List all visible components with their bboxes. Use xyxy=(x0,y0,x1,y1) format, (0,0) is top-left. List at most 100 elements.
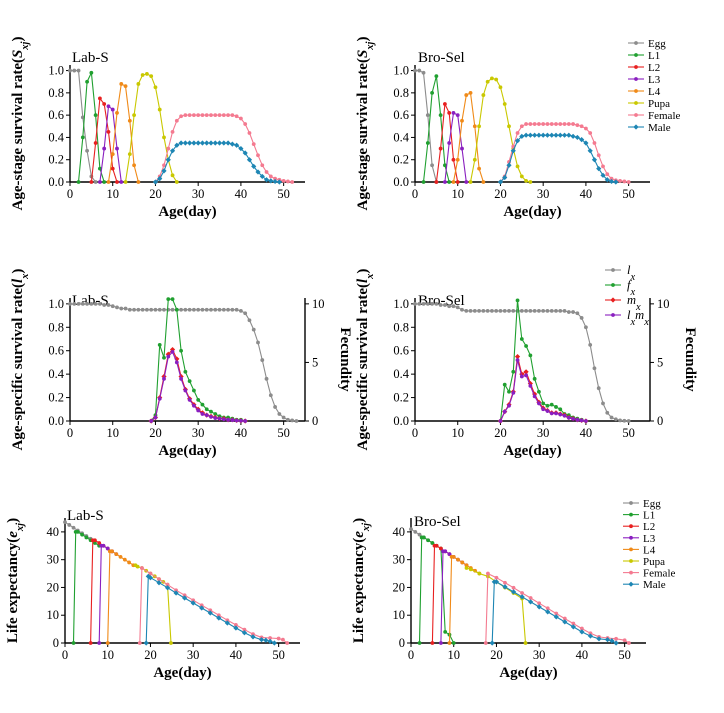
data-point xyxy=(273,176,277,181)
x-tick-label: 0 xyxy=(67,426,73,440)
data-point xyxy=(234,114,239,119)
data-point xyxy=(451,157,456,162)
data-point xyxy=(115,146,119,151)
data-point xyxy=(192,307,196,312)
data-point xyxy=(588,631,593,636)
data-point xyxy=(132,113,136,118)
y-tick-label: 1.0 xyxy=(393,297,409,311)
data-point xyxy=(157,176,163,182)
data-point xyxy=(553,132,559,138)
data-point xyxy=(575,311,580,316)
legend-label: Pupa xyxy=(648,98,670,110)
series-line xyxy=(452,92,484,183)
y-tick-label: 0.2 xyxy=(393,391,409,405)
data-point xyxy=(165,157,171,163)
x-tick-label: 20 xyxy=(149,187,162,201)
data-point xyxy=(541,122,546,126)
data-point xyxy=(102,146,107,151)
data-point xyxy=(140,73,145,77)
series-L3 xyxy=(98,104,124,184)
data-point xyxy=(123,180,128,184)
data-point xyxy=(596,153,601,158)
data-point xyxy=(605,172,610,177)
data-point xyxy=(514,138,521,144)
data-point xyxy=(485,79,490,84)
data-point xyxy=(243,311,248,316)
legend-swatch-marker xyxy=(629,570,633,575)
y-tick-label: 0.8 xyxy=(48,86,64,100)
legend-swatch-marker xyxy=(634,41,638,45)
y-tick-label: 0.6 xyxy=(393,344,409,358)
data-point xyxy=(183,369,188,374)
data-point xyxy=(545,606,550,611)
x-tick-label: 50 xyxy=(272,648,285,662)
y-tick-label: 30 xyxy=(47,553,60,567)
data-point xyxy=(443,163,447,168)
series-fx xyxy=(149,297,248,423)
data-point xyxy=(460,118,464,123)
data-point xyxy=(447,641,452,645)
y-tick-label: 10 xyxy=(47,608,60,622)
y-tick-label: 30 xyxy=(393,553,406,567)
data-point xyxy=(123,84,128,89)
data-point xyxy=(464,308,469,313)
data-point xyxy=(502,584,508,590)
data-point xyxy=(72,68,77,73)
legend-swatch-marker xyxy=(629,512,633,517)
data-point xyxy=(447,141,452,145)
data-point xyxy=(549,132,555,138)
data-point xyxy=(413,529,418,534)
legend-label: Egg xyxy=(643,498,661,510)
y-tick-label: 1.0 xyxy=(48,64,64,78)
data-point xyxy=(226,417,230,422)
data-point xyxy=(140,566,144,570)
y-axis-label: Age-specific survival rate(lx) xyxy=(10,269,31,451)
data-point xyxy=(514,353,521,360)
data-point xyxy=(93,113,98,118)
x-tick-label: 50 xyxy=(622,187,635,201)
x-tick-label: 20 xyxy=(490,648,503,662)
data-point xyxy=(250,634,256,640)
data-point xyxy=(430,301,434,306)
data-point xyxy=(566,310,571,314)
x-tick-label: 20 xyxy=(494,426,507,440)
data-point xyxy=(443,549,448,554)
data-point xyxy=(234,307,239,312)
data-point xyxy=(119,82,124,86)
legend-swatch-marker xyxy=(633,124,639,130)
data-point xyxy=(545,409,550,413)
data-point xyxy=(247,318,252,323)
data-point xyxy=(447,111,452,115)
legend-label: Male xyxy=(643,579,666,591)
data-point xyxy=(127,152,132,157)
y-right-axis-label: Fecundity xyxy=(337,327,353,392)
data-point xyxy=(520,591,524,595)
data-point xyxy=(587,633,594,639)
data-point xyxy=(98,96,102,101)
data-point xyxy=(276,636,281,641)
data-point xyxy=(515,164,520,169)
data-point xyxy=(152,179,159,185)
data-point xyxy=(579,629,585,635)
data-point xyxy=(224,620,230,626)
data-point xyxy=(507,308,511,313)
data-point xyxy=(532,394,537,399)
data-point xyxy=(226,113,230,118)
series-line xyxy=(444,112,467,183)
legend-label: L3 xyxy=(643,533,656,545)
data-point xyxy=(88,641,93,645)
data-point xyxy=(166,146,171,151)
data-point xyxy=(421,535,426,540)
data-point xyxy=(114,552,119,557)
series-line xyxy=(435,101,459,183)
data-point xyxy=(430,90,434,95)
data-point xyxy=(273,405,277,409)
data-point xyxy=(93,180,98,184)
data-point xyxy=(285,641,290,645)
legend-label: L1 xyxy=(643,510,655,522)
y-right-tick-label: 0 xyxy=(312,414,318,428)
data-point xyxy=(276,179,282,185)
data-point xyxy=(165,582,170,587)
data-point xyxy=(528,122,533,126)
series-line xyxy=(107,83,139,183)
